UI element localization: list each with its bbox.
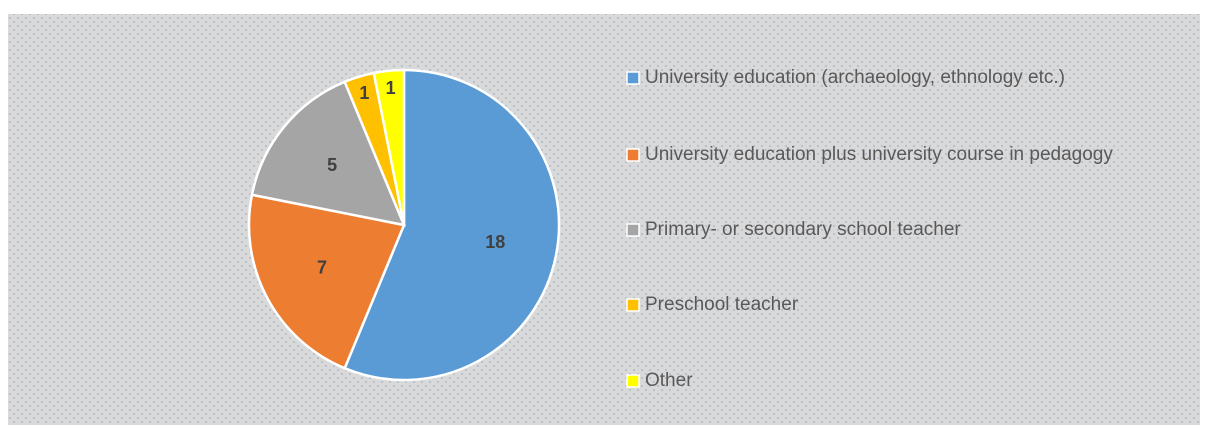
legend-label: University education (archaeology, ethno… (645, 67, 1065, 88)
pie-slice (247, 193, 406, 370)
data-label: 5 (327, 155, 337, 175)
legend-label: Preschool teacher (645, 294, 799, 315)
data-label: 1 (386, 78, 396, 98)
pie-slice (250, 80, 407, 227)
legend-swatch (626, 148, 640, 162)
legend-label: University education plus university cou… (645, 144, 1113, 165)
legend-swatch (626, 223, 640, 237)
data-label: 1 (359, 83, 369, 103)
legend-label: Other (645, 370, 693, 391)
legend-swatch (626, 298, 640, 312)
legend-swatch (626, 374, 640, 388)
legend-label: Primary- or secondary school teacher (645, 219, 961, 240)
chart-background (8, 14, 1200, 425)
data-label: 18 (485, 232, 505, 252)
data-label: 7 (317, 258, 327, 278)
pie-slice (372, 68, 406, 226)
pie-slice (343, 68, 561, 382)
legend-swatch (626, 71, 640, 85)
